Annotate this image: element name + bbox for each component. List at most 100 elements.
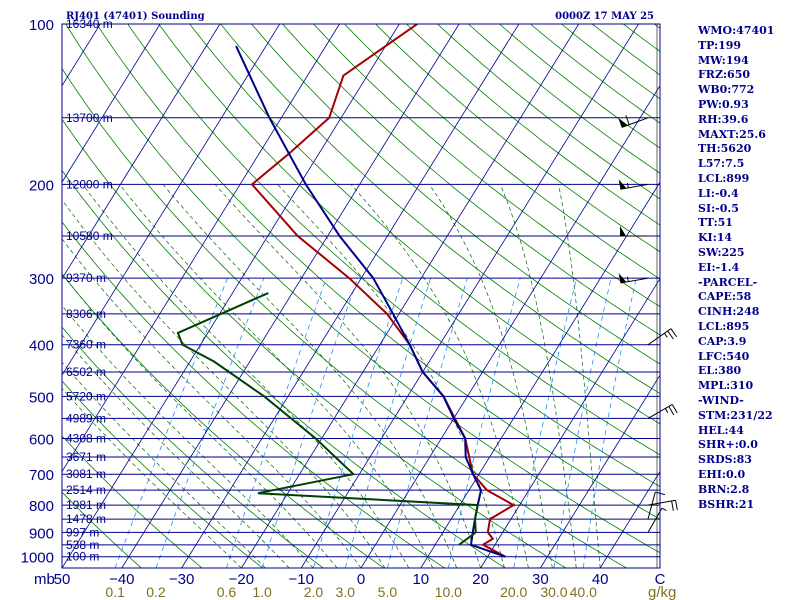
mixing-ratio-line: [513, 278, 577, 568]
height-label: 7360 m: [66, 338, 106, 352]
moist-adiabat: [277, 184, 505, 568]
dry-adiabat: [62, 326, 324, 568]
sounding-time: 0000Z 17 MAY 25: [555, 11, 654, 22]
moist-adiabat: [62, 273, 338, 568]
pressure-tick-label: 700: [29, 467, 54, 484]
pressure-tick-label: 500: [29, 389, 54, 406]
isotherm: [241, 24, 580, 568]
dry-adiabat: [65, 24, 660, 554]
mixing-ratio-line: [447, 278, 521, 568]
sounding-indices-panel: WMO:47401 TP:199 MW:194 FRZ:650 WB0:772 PW:0.…: [698, 24, 800, 512]
mixing-ratio-label: 3.0: [336, 584, 356, 600]
sounding-index-row: -PARCEL-: [698, 275, 758, 289]
pressure-tick-label: 800: [29, 498, 54, 515]
isotherm: [62, 24, 340, 473]
barb-flag: [667, 330, 674, 340]
temperature-tick-label: 20: [472, 571, 489, 588]
height-label: 3671 m: [66, 450, 106, 464]
barb-flag: [671, 404, 678, 414]
sounding-index-row: TP:199: [698, 38, 742, 52]
dry-adiabat: [62, 221, 445, 568]
pressure-tick-label: 600: [29, 432, 54, 449]
profile-line-3: [176, 292, 479, 546]
sounding-index-row: SRDS:83: [698, 453, 752, 467]
isotherm: [480, 277, 660, 568]
sounding-index-row: RH:39.6: [698, 112, 749, 126]
pressure-tick-label: 200: [29, 177, 54, 194]
dry-adiabat: [62, 435, 203, 568]
height-label: 10580 m: [66, 229, 113, 243]
moist-adiabat: [82, 184, 410, 568]
plot-frame: [61, 23, 661, 569]
sounding-index-row: CAPE:58: [698, 290, 752, 304]
moist-adiabat: [119, 184, 434, 568]
wind-barb: [618, 179, 649, 190]
dry-adiabat: [62, 380, 263, 568]
height-label: 9370 m: [66, 271, 106, 285]
wind-barb: [647, 328, 678, 346]
mixing-ratio-label: 20.0: [500, 584, 527, 600]
sounding-index-row: BSHR:21: [698, 497, 755, 511]
moist-adiabat: [350, 184, 529, 568]
height-label: 100 m: [66, 550, 99, 564]
dry-adiabat: [62, 491, 142, 568]
barb-half-flag: [626, 276, 629, 282]
mixing-ratio-label: 0.6: [217, 584, 237, 600]
mixing-ratio-line: [313, 278, 404, 568]
dry-adiabat: [375, 24, 660, 253]
mixing-ratio-line: [344, 278, 431, 568]
sounding-index-row: LFC:540: [698, 349, 750, 363]
pressure-unit-label: mb: [34, 571, 55, 588]
barb-half-flag: [626, 182, 629, 188]
pressure-tick-label: 900: [29, 525, 54, 542]
station-title: RJ401 (47401) Sounding: [66, 11, 205, 22]
temperature-tick-label: −10: [288, 571, 313, 588]
wind-barb: [620, 225, 648, 237]
dry-adiabat: [96, 24, 660, 520]
wind-barb: [618, 115, 649, 128]
height-label: 3081 m: [66, 467, 106, 481]
height-label: 538 m: [66, 538, 99, 552]
height-label: 2514 m: [66, 483, 106, 497]
barb-pennant: [618, 273, 627, 284]
dry-adiabat: [282, 24, 660, 336]
sounding-index-row: FRZ:650: [698, 68, 751, 82]
dry-adiabat: [220, 24, 660, 395]
mixing-ratio-line: [582, 278, 637, 568]
wind-barb: [647, 491, 666, 520]
barb-staff: [647, 499, 676, 506]
sounding-index-row: MAXT:25.6: [698, 127, 766, 141]
sounding-index-row: TT:51: [698, 216, 733, 230]
barb-pennant: [618, 117, 628, 128]
mixing-ratio-label: 30.0: [540, 584, 567, 600]
sounding-index-row: CINH:248: [698, 305, 760, 319]
barb-half-flag: [661, 507, 667, 512]
sounding-index-row: MPL:310: [698, 379, 754, 393]
moist-adiabat: [214, 184, 481, 568]
sounding-index-row: SW:225: [698, 245, 745, 259]
sounding-index-row: EL:380: [698, 364, 742, 378]
barb-flag: [625, 115, 630, 125]
profile-line-2: [235, 45, 506, 558]
barb-half-flag: [663, 332, 668, 338]
isotherm: [62, 24, 161, 183]
sounding-index-row: L57:7.5: [698, 157, 745, 171]
height-label: 1981 m: [66, 498, 106, 512]
temperature-tick-label: C: [655, 571, 666, 588]
dry-adiabat: [313, 24, 660, 308]
dry-adiabat: [62, 169, 506, 568]
dry-adiabat: [251, 24, 660, 365]
barb-half-flag: [664, 408, 669, 413]
isotherm: [62, 24, 281, 376]
isotherm: [0, 24, 40, 568]
barb-flag: [675, 500, 678, 511]
barb-pennant: [618, 179, 627, 190]
sounding-index-row: LI:-0.4: [698, 186, 739, 200]
wind-barb: [618, 273, 649, 284]
sounding-index-row: HEL:44: [698, 423, 744, 437]
mixing-ratio-label: 0.2: [146, 584, 166, 600]
barb-flag: [671, 500, 674, 511]
isotherm: [540, 374, 660, 568]
height-label: 16340 m: [66, 17, 113, 31]
